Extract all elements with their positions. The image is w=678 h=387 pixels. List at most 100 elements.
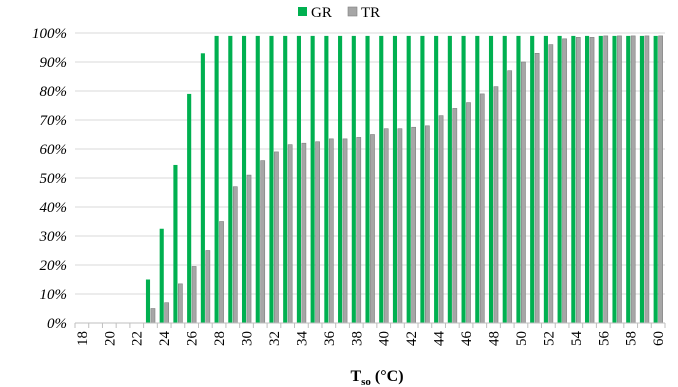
- bar-tr: [603, 35, 609, 324]
- bar-gr: [653, 35, 658, 324]
- y-tick-label: 50%: [40, 171, 68, 187]
- bar-gr: [296, 35, 301, 324]
- bar-gr: [324, 35, 329, 324]
- bar-tr: [274, 151, 279, 324]
- bar-tr: [438, 115, 444, 324]
- x-tick-label: 24: [157, 331, 173, 347]
- bar-gr: [530, 35, 535, 324]
- bar-gr: [379, 35, 384, 324]
- x-axis-label-sub: so: [361, 376, 371, 387]
- x-tick-label: 58: [624, 331, 640, 346]
- legend-swatch-gr: [298, 7, 307, 16]
- bar-tr: [232, 186, 238, 324]
- y-tick-labels: 0% 10% 20% 30% 40% 50% 60% 70% 80% 90% 100%: [32, 26, 67, 332]
- bar-tr: [164, 302, 170, 324]
- x-tick-label: 50: [514, 331, 530, 346]
- bar-gr: [392, 35, 398, 324]
- bar-tr: [452, 108, 458, 324]
- x-tick-label: 60: [651, 331, 667, 346]
- bar-tr: [356, 137, 362, 324]
- legend-label-tr: TR: [361, 5, 380, 21]
- bar-gr: [200, 53, 205, 324]
- x-tick-label: 42: [404, 331, 420, 346]
- bar-tr: [589, 37, 595, 324]
- x-axis-label-main: T: [350, 368, 361, 385]
- x-tick-label: 40: [377, 331, 393, 346]
- y-tick-label: 100%: [32, 26, 67, 42]
- bar-tr: [534, 52, 540, 324]
- bar-gr: [420, 35, 425, 324]
- bar-gr: [502, 35, 507, 324]
- bar-tr: [521, 61, 526, 324]
- x-tick-label: 26: [185, 331, 201, 347]
- bar-tr: [507, 70, 513, 324]
- bar-tr: [466, 102, 471, 324]
- y-tick-label: 20%: [40, 258, 68, 274]
- bar-gr: [187, 93, 192, 324]
- bar-tr: [617, 35, 622, 324]
- bar-tr: [630, 35, 636, 324]
- y-tick-label: 40%: [40, 200, 68, 216]
- bar-gr: [173, 164, 178, 323]
- bars: [145, 35, 663, 324]
- bar-gr: [269, 35, 274, 324]
- y-tick-label: 60%: [40, 142, 68, 158]
- bar-tr: [205, 250, 211, 324]
- x-tick-label: 32: [267, 331, 283, 346]
- bar-gr: [228, 35, 233, 324]
- x-tick-label: 38: [349, 331, 365, 346]
- x-tick-label: 54: [569, 331, 585, 347]
- bar-gr: [434, 35, 439, 324]
- bar-tr: [178, 283, 183, 324]
- bar-tr: [479, 93, 485, 324]
- y-tick-label: 0%: [47, 316, 67, 332]
- bar-gr: [310, 35, 315, 324]
- bar-tr: [644, 35, 650, 324]
- bar-tr: [397, 128, 403, 324]
- bar-tr: [287, 144, 293, 324]
- bar-tr: [411, 126, 416, 324]
- y-tick-label: 90%: [40, 55, 68, 71]
- bar-tr: [548, 44, 554, 324]
- bar-tr: [342, 138, 348, 324]
- x-tick-label: 34: [294, 331, 310, 347]
- bar-gr: [241, 35, 247, 324]
- bar-gr: [365, 35, 370, 324]
- x-axis-label-unit: (°C): [371, 368, 404, 385]
- bar-gr: [159, 228, 164, 323]
- bar-gr: [145, 279, 151, 323]
- bar-tr: [315, 141, 320, 324]
- x-tick-label: 28: [212, 331, 228, 346]
- bar-tr: [328, 138, 334, 324]
- legend-label-gr: GR: [311, 5, 332, 21]
- bar-gr: [516, 35, 521, 324]
- y-tick-label: 30%: [39, 229, 68, 245]
- x-tick-label: 48: [486, 331, 502, 346]
- bar-gr: [255, 35, 260, 324]
- bar-tr: [301, 142, 307, 324]
- x-tick-label: 44: [432, 331, 448, 347]
- bar-gr: [557, 35, 562, 324]
- y-tick-label: 80%: [40, 84, 68, 100]
- bar-gr: [461, 35, 466, 324]
- x-tick-label: 46: [459, 331, 475, 347]
- bar-gr: [488, 35, 494, 324]
- bar-gr: [639, 35, 645, 324]
- bar-tr: [424, 125, 430, 324]
- y-tick-label: 10%: [40, 287, 68, 303]
- x-tick-labels: 18 20 22 24 26 28 30 32 34 36 38 40 42 44 46 48 50 52 54 56…: [75, 331, 667, 347]
- bar-tr: [191, 266, 197, 324]
- x-tick-label: 18: [75, 331, 91, 346]
- grid-lines: [75, 32, 665, 295]
- bar-tr: [383, 128, 389, 324]
- bar-gr: [598, 35, 603, 324]
- bar-gr: [214, 35, 219, 324]
- bar-gr: [447, 35, 452, 324]
- legend: GR TR: [298, 5, 380, 21]
- bar-tr: [370, 134, 375, 324]
- x-tick-label: 20: [102, 331, 118, 346]
- x-tick-label: 30: [240, 331, 256, 346]
- bar-gr: [351, 35, 356, 324]
- bar-gr: [612, 35, 617, 324]
- x-tick-label: 56: [596, 331, 612, 347]
